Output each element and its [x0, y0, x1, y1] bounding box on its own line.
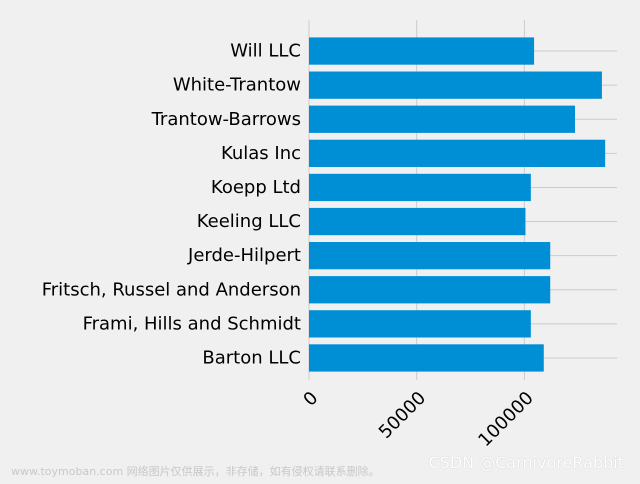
category-label: Kulas Inc: [221, 143, 301, 164]
bar-koepp-ltd: [309, 173, 531, 202]
bar-trantow-barrows: [309, 105, 575, 133]
bar-keeling-llc: [309, 207, 526, 236]
bar-kulas-inc: [309, 139, 606, 167]
category-label: Fritsch, Russel and Anderson: [42, 279, 301, 300]
bar-will-llc: [309, 37, 535, 65]
category-labels: Barton LLC Frami, Hills and Schmidt Fritsc…: [42, 41, 301, 369]
category-label: Trantow-Barrows: [151, 109, 301, 130]
bar-frami-hills-and-schmidt: [309, 310, 531, 338]
watermark-csdn: CSDN @CarnivoreRabbit: [428, 453, 625, 472]
x-tick-label: 0: [299, 388, 322, 411]
x-tick-labels: 0 50000 100000: [299, 388, 537, 451]
bar-jerde-hilpert: [309, 242, 551, 270]
x-tick-label: 100000: [474, 388, 537, 451]
x-tick-label: 50000: [375, 388, 430, 443]
category-label: Koepp Ltd: [211, 177, 301, 198]
category-label: Barton LLC: [202, 347, 301, 368]
category-label: Frami, Hills and Schmidt: [83, 313, 301, 334]
category-label: Jerde-Hilpert: [187, 245, 301, 266]
bar-layer: [309, 37, 606, 372]
category-label: Keeling LLC: [197, 211, 301, 232]
category-label: Will LLC: [230, 41, 301, 62]
watermark-toymoban: www.toymoban.com 网络图片仅供展示，非存储，如有侵权请联系删除。: [11, 465, 380, 478]
bar-white-trantow: [309, 71, 602, 99]
bar-barton-llc: [309, 344, 544, 372]
category-label: White-Trantow: [173, 75, 301, 96]
bar-fritsch-russel-and-anderson: [309, 276, 551, 304]
